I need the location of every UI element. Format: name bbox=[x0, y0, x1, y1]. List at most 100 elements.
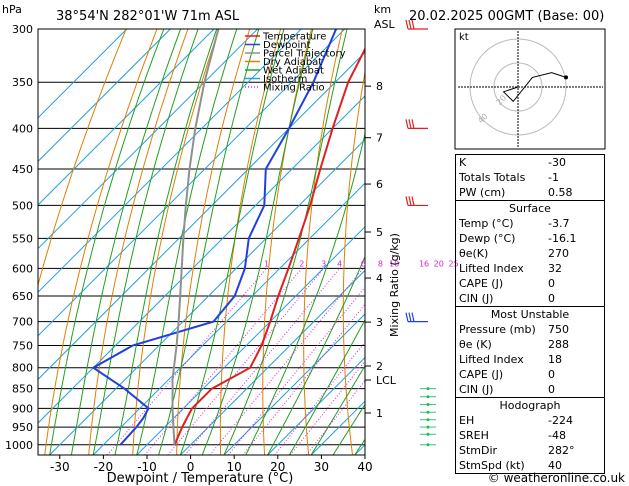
hodograph-stat-label: StmDir bbox=[459, 444, 498, 457]
km-label: km bbox=[374, 3, 391, 16]
pressure-tick-label: 650 bbox=[12, 290, 33, 303]
hodograph-stat-row: StmSpd (kt) 40 bbox=[456, 458, 604, 473]
mixing-ratio-label: 2 bbox=[299, 259, 304, 268]
pressure-tick-label: 550 bbox=[12, 232, 33, 245]
most-unstable-value: 0 bbox=[548, 368, 555, 381]
dry-adiabat-line bbox=[303, 29, 343, 455]
isotherm-line bbox=[92, 182, 365, 455]
wind-barb-flag bbox=[411, 119, 415, 129]
most-unstable-label: θe (K) bbox=[459, 338, 492, 351]
mixing-ratio-labels: 1 2 3 4 6 8 10 16 20 25 bbox=[264, 259, 459, 268]
surface-label: Temp (°C) bbox=[459, 217, 514, 230]
hodograph-stats-title: Hodograph bbox=[499, 399, 561, 412]
wind-barbs bbox=[405, 19, 436, 447]
index-label: PW (cm) bbox=[459, 186, 506, 199]
surface-box: Surface Temp (°C) -3.7 Dewp (°C) -16.1 θe(K)… bbox=[455, 201, 605, 307]
pressure-tick-label: 350 bbox=[12, 76, 33, 89]
parcel-trajectory-line bbox=[171, 29, 220, 445]
surface-value: -16.1 bbox=[548, 232, 577, 245]
temp-tick-label: 0 bbox=[187, 460, 195, 474]
hodograph-stat-value: -48 bbox=[548, 429, 566, 442]
mixing-ratio-label: 1 bbox=[264, 259, 269, 268]
mixing-ratio-label: 25 bbox=[449, 259, 459, 268]
dry-adiabat-line bbox=[132, 29, 220, 455]
mixing-ratio-lines bbox=[106, 268, 365, 455]
isotherm-line bbox=[267, 356, 365, 455]
mixing-ratio-label: 6 bbox=[361, 259, 366, 268]
dry-adiabat-line bbox=[38, 29, 127, 287]
most-unstable-label: CAPE (J) bbox=[459, 368, 504, 381]
wet-adiabat-line bbox=[179, 29, 285, 455]
temp-tick-label: -20 bbox=[94, 460, 114, 474]
temp-tick-label: 40 bbox=[357, 460, 372, 474]
wet-adiabat-line bbox=[288, 318, 365, 455]
km-tick-label: 2 bbox=[376, 360, 383, 373]
mixing-ratio-label: 10 bbox=[389, 259, 399, 268]
wind-barb-dot bbox=[426, 395, 430, 399]
surface-value: 32 bbox=[548, 262, 562, 275]
wet-adiabat-line bbox=[70, 29, 182, 455]
hodograph-stat-value: -224 bbox=[548, 414, 573, 427]
pressure-axis: 300 350 400 450 500 550 600 650 700 750 800 850 900 9… bbox=[5, 23, 33, 452]
most-unstable-label: Lifted Index bbox=[459, 353, 524, 366]
wind-barb-dot bbox=[426, 403, 430, 407]
isotherm-line bbox=[136, 226, 365, 455]
legend-label: Wet Adiabat bbox=[263, 66, 324, 77]
index-value: -1 bbox=[548, 171, 559, 184]
index-value: 0.58 bbox=[548, 186, 573, 199]
isotherm-line bbox=[38, 95, 365, 424]
wind-barb-flag bbox=[411, 312, 415, 322]
legend-label: Temperature bbox=[262, 32, 326, 43]
location-title: 38°54'N 282°01'W 71m ASL bbox=[56, 9, 240, 24]
isotherm-line bbox=[38, 29, 258, 250]
mixing-ratio-line bbox=[106, 268, 267, 455]
dewpoint-line bbox=[91, 29, 338, 446]
temperature-axis: -30 -20 -10 0 10 20 30 40 bbox=[50, 455, 373, 474]
legend-label: Parcel Trajectory bbox=[263, 49, 346, 60]
temp-tick-label: 20 bbox=[270, 460, 285, 474]
isotherm-line bbox=[38, 29, 302, 293]
pressure-tick-label: 900 bbox=[12, 402, 33, 415]
index-row: Totals Totals -1 bbox=[456, 170, 604, 185]
pressure-tick-label: 600 bbox=[12, 262, 33, 275]
dry-adiabat-line bbox=[44, 29, 158, 455]
wind-barb-flag bbox=[411, 196, 415, 206]
most-unstable-title: Most Unstable bbox=[490, 308, 570, 321]
wet-adiabat-line bbox=[245, 131, 365, 455]
wet-adiabat-line bbox=[92, 29, 199, 455]
surface-value: 0 bbox=[548, 277, 555, 290]
isotherm-lines bbox=[38, 29, 365, 455]
wind-barb-flag bbox=[408, 196, 412, 206]
hpa-label: hPa bbox=[2, 3, 22, 16]
wind-barb-flag bbox=[408, 119, 412, 129]
mixing-ratio-axis-label: Mixing Ratio (g/kg) bbox=[388, 233, 401, 337]
wind-barb-flag bbox=[405, 312, 409, 322]
surface-value: 0 bbox=[548, 292, 555, 305]
most-unstable-row: CAPE (J) 0 bbox=[456, 367, 604, 382]
wet-adiabat-line bbox=[310, 364, 365, 455]
plot-area bbox=[38, 29, 365, 455]
wind-barb-dot bbox=[426, 443, 430, 447]
indices-box: K -30 Totals Totals -1 PW (cm) 0.58 bbox=[455, 154, 605, 201]
surface-label: θe(K) bbox=[459, 247, 489, 260]
mixing-ratio-label: 3 bbox=[321, 259, 326, 268]
most-unstable-box: Most Unstable Pressure (mb) 750 θe (K) 288 L… bbox=[455, 307, 605, 398]
hodograph-stat-row: StmDir 282° bbox=[456, 443, 604, 458]
dry-adiabat-line bbox=[88, 29, 189, 455]
legend-label: Isotherm bbox=[263, 74, 307, 85]
legend-label: Dewpoint bbox=[263, 40, 311, 51]
dry-adiabat-line bbox=[176, 29, 251, 455]
pressure-tick-label: 850 bbox=[12, 383, 33, 396]
most-unstable-row: Lifted Index 18 bbox=[456, 352, 604, 367]
surface-row: Dewp (°C) -16.1 bbox=[456, 231, 604, 246]
pressure-tick-label: 500 bbox=[12, 199, 33, 212]
asl-label: ASL bbox=[374, 18, 396, 31]
hodograph-stat-value: 40 bbox=[548, 459, 562, 472]
mixing-ratio-line bbox=[227, 286, 365, 455]
km-tick-label: 4 bbox=[376, 272, 383, 285]
most-unstable-row: CIN (J) 0 bbox=[456, 382, 604, 397]
most-unstable-row: Pressure (mb) 750 bbox=[456, 322, 604, 337]
